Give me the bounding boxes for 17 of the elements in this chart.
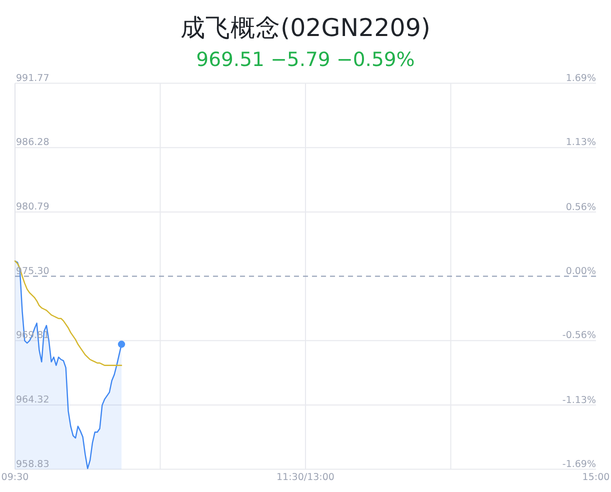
x-tick-label: 11:30/13:00 xyxy=(276,472,334,483)
x-tick-label: 15:00 xyxy=(582,472,610,483)
title: 成飞概念(02GN2209) xyxy=(180,13,430,42)
y2-tick-label: 0.00% xyxy=(566,266,596,277)
y-tick-label: 980.79 xyxy=(16,201,50,212)
y2-tick-label: -1.69% xyxy=(562,458,596,470)
y2-tick-label: -0.56% xyxy=(562,330,596,341)
y2-tick-label: 1.69% xyxy=(566,72,596,84)
y-tick-label: 964.32 xyxy=(16,394,50,406)
y2-tick-label: -1.13% xyxy=(562,394,596,406)
y2-tick-label: 1.13% xyxy=(566,136,596,148)
y-tick-label: 958.83 xyxy=(16,458,50,470)
y2-tick-label: 0.56% xyxy=(566,202,596,213)
y-tick-label: 991.77 xyxy=(16,72,50,84)
x-tick-label: 09:30 xyxy=(1,472,29,483)
y-tick-label: 986.28 xyxy=(16,137,50,148)
subtitle: 969.51 −5.79 −0.59% xyxy=(196,48,415,71)
